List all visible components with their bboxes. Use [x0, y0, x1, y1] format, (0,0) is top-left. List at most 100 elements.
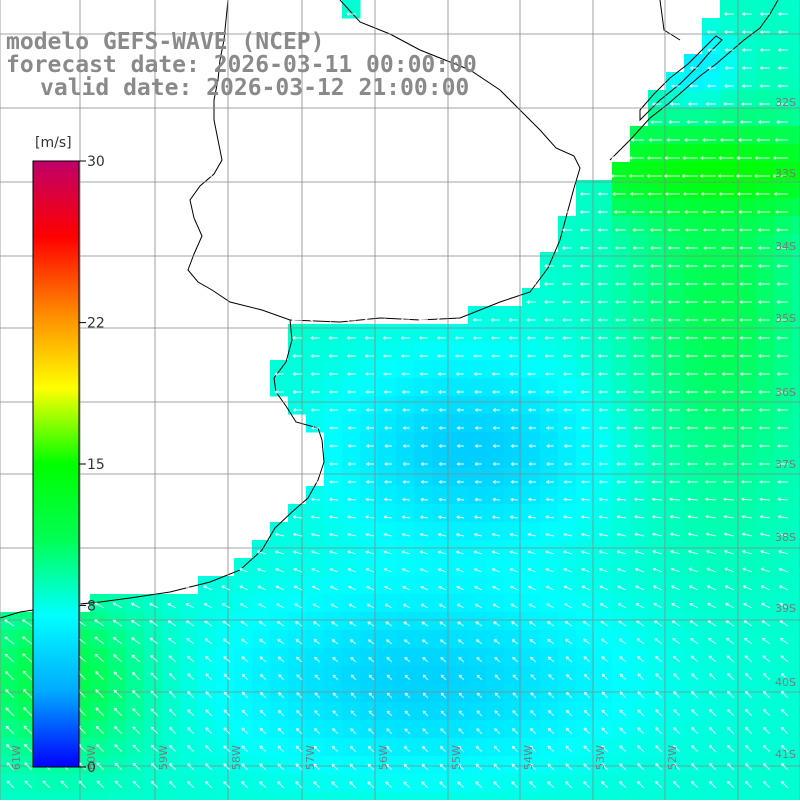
wind-arrow	[440, 710, 447, 717]
field-cell	[792, 36, 800, 55]
wind-arrow	[277, 638, 285, 645]
field-cell	[702, 324, 721, 343]
wind-arrow	[742, 48, 752, 52]
wind-arrow	[366, 585, 375, 591]
field-cell	[756, 234, 775, 253]
wind-arrow	[329, 390, 338, 394]
field-cell	[702, 612, 721, 631]
wind-arrow	[703, 336, 716, 340]
field-cell	[558, 306, 577, 325]
field-cell	[594, 540, 613, 559]
wind-arrow	[168, 780, 177, 789]
field-cell	[774, 504, 793, 523]
wind-arrow	[239, 603, 249, 609]
wind-arrow	[458, 710, 465, 717]
wind-arrow	[669, 497, 681, 502]
wind-arrow	[150, 744, 159, 753]
field-cell	[486, 540, 505, 559]
field-cell	[324, 558, 343, 577]
field-cell	[288, 612, 307, 631]
field-cell	[396, 612, 415, 631]
wind-arrow	[689, 48, 698, 52]
wind-arrow	[256, 550, 267, 555]
field-cell	[738, 324, 757, 343]
wind-arrow	[702, 138, 716, 142]
wind-arrow	[402, 408, 410, 412]
wind-arrow	[597, 300, 608, 304]
latitude-label: 39S	[775, 602, 796, 615]
field-cell	[540, 270, 559, 289]
wind-arrow	[455, 372, 464, 376]
wind-arrow	[457, 763, 465, 771]
field-cell	[0, 792, 19, 804]
wind-arrow	[739, 246, 752, 250]
wind-arrow	[292, 354, 302, 358]
field-cell	[612, 288, 631, 307]
wind-arrow	[491, 568, 501, 573]
wind-arrow	[257, 585, 267, 591]
wind-arrow	[634, 550, 645, 555]
wind-arrow	[759, 66, 770, 70]
wind-arrow	[598, 462, 608, 466]
field-cell	[774, 36, 793, 55]
wind-arrow	[683, 192, 698, 196]
wind-arrow	[277, 727, 285, 735]
field-cell	[522, 540, 541, 559]
wind-arrow	[112, 619, 123, 627]
field-cell	[414, 540, 433, 559]
field-cell	[666, 270, 685, 289]
wind-arrow	[292, 336, 302, 340]
field-cell	[90, 612, 109, 631]
wind-arrow	[259, 691, 267, 699]
field-cell	[378, 396, 397, 415]
wind-arrow	[761, 637, 771, 645]
wind-arrow	[562, 228, 572, 232]
field-cell	[0, 648, 19, 667]
wind-arrow	[650, 372, 662, 376]
wind-arrow	[565, 727, 573, 735]
wind-arrow	[581, 585, 591, 591]
field-cell	[342, 432, 361, 451]
field-cell	[774, 576, 793, 595]
field-cell	[666, 558, 685, 577]
wind-arrow	[473, 568, 483, 573]
field-cell	[702, 522, 721, 541]
field-cell	[702, 540, 721, 559]
field-cell	[180, 648, 199, 667]
wind-arrow	[580, 300, 590, 304]
field-cell	[792, 18, 800, 37]
longitude-label: 54W	[522, 745, 535, 770]
wind-arrow	[78, 780, 87, 789]
wind-arrow	[566, 674, 573, 681]
field-cell	[666, 342, 685, 361]
field-cell	[720, 288, 739, 307]
field-cell	[216, 594, 235, 613]
field-cell	[0, 630, 19, 649]
wind-arrow	[726, 762, 735, 771]
wind-arrow	[632, 264, 644, 268]
wind-arrow	[615, 390, 626, 394]
wind-arrow	[132, 690, 141, 699]
field-cell	[522, 468, 541, 487]
wind-arrow	[721, 228, 734, 232]
wind-arrow	[475, 763, 483, 771]
wind-arrow	[565, 763, 573, 771]
wind-arrow	[619, 727, 627, 735]
wind-arrow	[691, 745, 699, 753]
wind-arrow	[240, 638, 249, 645]
wind-arrow	[402, 585, 411, 591]
wind-arrow	[633, 426, 644, 430]
wind-arrow	[5, 725, 15, 735]
field-cell	[594, 432, 613, 451]
field-cell	[612, 252, 631, 271]
field-cell	[648, 216, 667, 235]
wind-arrow	[526, 300, 536, 304]
wind-arrow	[530, 674, 537, 681]
wind-arrow	[383, 550, 393, 555]
wind-arrow	[168, 637, 177, 645]
field-cell	[540, 486, 559, 505]
wind-arrow	[368, 656, 375, 663]
field-cell	[36, 792, 55, 804]
wind-arrow	[742, 30, 752, 34]
field-cell	[594, 504, 613, 523]
